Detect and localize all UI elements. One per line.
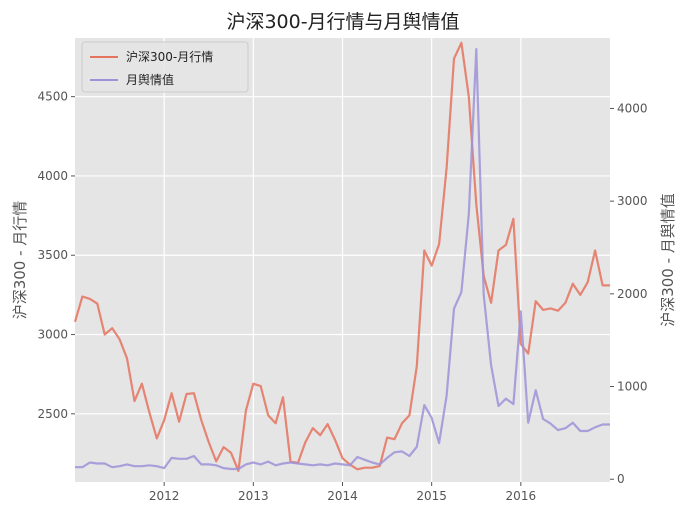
y-right-tick-label: 2000	[617, 287, 648, 301]
series-line-sentiment	[75, 47, 610, 471]
y-right-tick-label: 1000	[617, 380, 648, 394]
y-right-tick-label: 4000	[617, 101, 648, 115]
x-tick-label: 2015	[416, 489, 447, 503]
y-left-tick-label: 4000	[37, 169, 68, 183]
legend-label-sentiment: 月舆情值	[126, 72, 174, 87]
chart-title: 沪深300-月行情与月舆情值	[226, 11, 459, 33]
series-layer	[73, 41, 610, 472]
y-axis-right-label: 沪深300 - 月舆情值	[659, 193, 677, 327]
x-tick-label: 2016	[506, 489, 537, 503]
x-tick-label: 2012	[149, 489, 180, 503]
y-left-tick-label: 3000	[37, 328, 68, 342]
y-left-tick-label: 3500	[37, 248, 68, 262]
y-right-tick-label: 3000	[617, 194, 648, 208]
legend-label-index: 沪深300-月行情	[126, 50, 213, 64]
y-axis-left-label: 沪深300 - 月行情	[11, 201, 29, 320]
axes-layer: 2012 2013 2014 2015 2016 2500 3000 3500 4000 4500…	[37, 90, 647, 503]
legend: 沪深300-月行情 月舆情值	[81, 41, 249, 93]
legend-box	[81, 41, 249, 93]
x-tick-label: 2014	[327, 489, 358, 503]
y-left-tick-label: 4500	[37, 90, 68, 104]
x-tick-label: 2013	[238, 489, 269, 503]
series-line-index	[73, 41, 610, 472]
y-left-tick-label: 2500	[37, 407, 68, 421]
y-right-tick-label: 0	[617, 472, 625, 486]
